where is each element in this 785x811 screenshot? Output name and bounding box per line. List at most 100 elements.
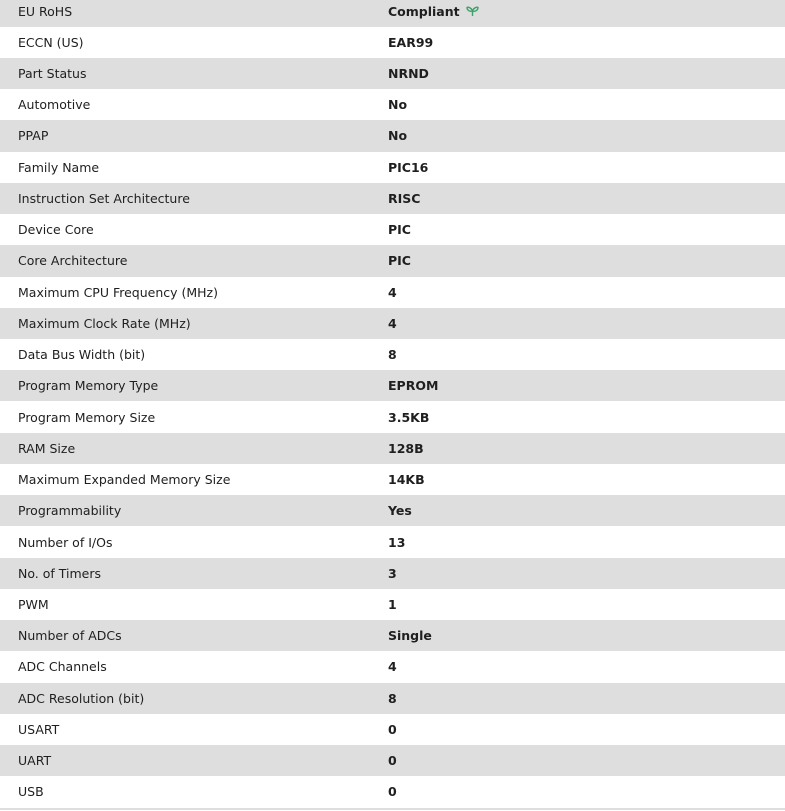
spec-value: RISC <box>388 191 420 206</box>
spec-value-text: 0 <box>388 784 397 800</box>
table-row: Device Core PIC <box>0 214 785 245</box>
spec-value-text: 1 <box>388 596 397 612</box>
spec-value: 1 <box>388 597 397 612</box>
spec-value-text: Yes <box>388 503 412 519</box>
spec-value-text: 0 <box>388 721 397 737</box>
spec-label: USB <box>18 784 44 800</box>
spec-label: RAM Size <box>18 440 76 456</box>
spec-value-text: 0 <box>388 753 397 769</box>
spec-label: Data Bus Width (bit) <box>18 347 146 363</box>
table-row: Number of ADCs Single <box>0 620 785 652</box>
spec-value: 8 <box>388 691 397 706</box>
spec-label: ECCN (US) <box>18 34 84 50</box>
spec-value: No <box>388 128 407 143</box>
spec-label: Automotive <box>18 97 91 113</box>
spec-value-text: 8 <box>388 690 397 706</box>
spec-value: Single <box>388 628 432 643</box>
spec-label: PWM <box>18 596 49 612</box>
table-row: Part Status NRND <box>0 57 785 90</box>
spec-label: Maximum CPU Frequency (MHz) <box>18 284 218 300</box>
spec-value: 8 <box>388 347 397 362</box>
table-row: USB 0 <box>0 776 785 810</box>
spec-value-text: 14KB <box>388 472 425 488</box>
spec-value: 0 <box>388 753 397 768</box>
spec-value-text: 8 <box>388 347 397 363</box>
table-row: ADC Channels 4 <box>0 651 785 682</box>
spec-label: Maximum Expanded Memory Size <box>18 472 231 488</box>
table-row: No. of Timers 3 <box>0 557 785 589</box>
spec-value: 128B <box>388 441 424 456</box>
table-row: USART 0 <box>0 714 785 745</box>
table-row: Core Architecture PIC <box>0 245 785 277</box>
table-row: RAM Size 128B <box>0 432 785 464</box>
spec-label: Device Core <box>18 222 94 238</box>
spec-value-text: 3 <box>388 565 397 581</box>
spec-label: Program Memory Type <box>18 378 159 394</box>
table-row: Maximum Expanded Memory Size 14KB <box>0 464 785 495</box>
table-row: EU RoHS Compliant <box>0 0 785 27</box>
spec-value-text: Single <box>388 628 432 644</box>
table-row: ADC Resolution (bit) 8 <box>0 682 785 714</box>
spec-label: Number of ADCs <box>18 628 122 644</box>
table-row: Programmability Yes <box>0 495 785 527</box>
spec-value: 0 <box>388 722 397 737</box>
spec-value: 4 <box>388 659 397 674</box>
spec-label: Instruction Set Architecture <box>18 190 190 206</box>
spec-value-text: Compliant <box>388 3 460 19</box>
table-row: Maximum Clock Rate (MHz) 4 <box>0 307 785 339</box>
spec-label: Part Status <box>18 65 87 81</box>
spec-value: 0 <box>388 784 397 799</box>
spec-value-text: No <box>388 97 408 113</box>
spec-value: 3.5KB <box>388 410 429 425</box>
spec-value: Yes <box>388 503 412 518</box>
table-row: PPAP No <box>0 120 785 152</box>
spec-label: Number of I/Os <box>18 534 113 550</box>
table-row: UART 0 <box>0 745 785 777</box>
spec-value-text: 128B <box>388 440 424 456</box>
spec-label: No. of Timers <box>18 565 101 581</box>
spec-value-text: EAR99 <box>388 34 434 50</box>
spec-value: 4 <box>388 285 397 300</box>
spec-value: PIC <box>388 222 411 237</box>
spec-value: EAR99 <box>388 35 433 50</box>
table-row: Automotive No <box>0 89 785 120</box>
spec-value: 3 <box>388 566 397 581</box>
spec-value-text: EPROM <box>388 378 439 394</box>
spec-label: PPAP <box>18 128 49 144</box>
spec-value: 4 <box>388 316 397 331</box>
table-row: Program Memory Size 3.5KB <box>0 401 785 432</box>
spec-value: 13 <box>388 535 405 550</box>
spec-label: UART <box>18 753 52 769</box>
spec-value-text: 3.5KB <box>388 409 430 425</box>
spec-value: 14KB <box>388 472 425 487</box>
spec-label: Core Architecture <box>18 253 128 269</box>
spec-value-text: PIC16 <box>388 159 429 175</box>
leaf-icon <box>465 5 479 17</box>
spec-value: EPROM <box>388 378 438 393</box>
table-row: Number of I/Os 13 <box>0 526 785 557</box>
spec-label: USART <box>18 721 60 737</box>
spec-value-text: RISC <box>388 190 421 206</box>
spec-value: PIC16 <box>388 160 428 175</box>
spec-value: No <box>388 97 407 112</box>
spec-label: ADC Channels <box>18 659 107 675</box>
spec-value-text: NRND <box>388 65 429 81</box>
spec-value-text: 4 <box>388 284 397 300</box>
table-row: Maximum CPU Frequency (MHz) 4 <box>0 277 785 308</box>
spec-value: Compliant <box>388 4 479 19</box>
spec-value-text: 4 <box>388 659 397 675</box>
spec-label: Maximum Clock Rate (MHz) <box>18 315 191 331</box>
table-row: ECCN (US) EAR99 <box>0 27 785 58</box>
spec-value-text: 4 <box>388 315 397 331</box>
spec-value-text: No <box>388 128 408 144</box>
spec-value-text: PIC <box>388 253 411 269</box>
table-row: Instruction Set Architecture RISC <box>0 182 785 215</box>
table-row: Data Bus Width (bit) 8 <box>0 339 785 370</box>
spec-label: Program Memory Size <box>18 409 156 425</box>
spec-label: Family Name <box>18 159 100 175</box>
spec-label: ADC Resolution (bit) <box>18 690 145 706</box>
spec-value: NRND <box>388 66 429 81</box>
spec-label: EU RoHS <box>18 3 73 19</box>
table-row: Family Name PIC16 <box>0 152 785 183</box>
